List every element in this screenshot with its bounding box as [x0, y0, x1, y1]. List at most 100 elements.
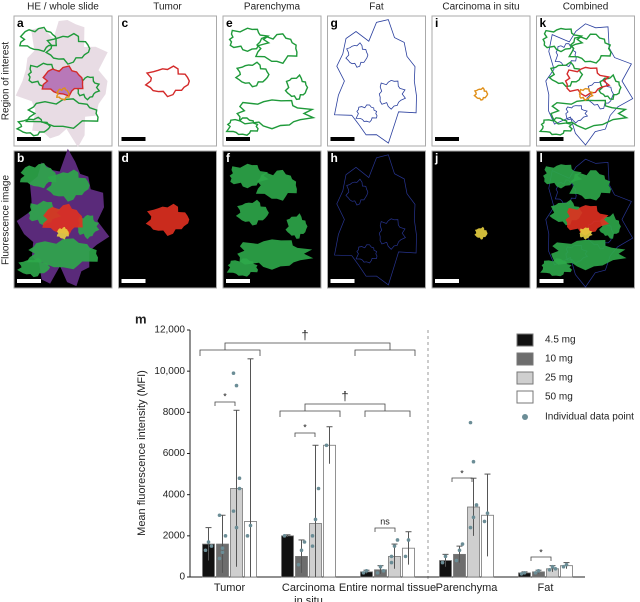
fluorescence: [235, 199, 269, 226]
data-point: [454, 558, 459, 563]
panel-letter: c: [122, 16, 129, 30]
bracket: [294, 432, 316, 437]
fluorescence: [17, 257, 51, 278]
roi-outline: [44, 32, 91, 65]
data-point: [282, 534, 287, 538]
bracket: [224, 342, 391, 350]
roi-outline: [225, 117, 259, 136]
fluorescence: [42, 203, 83, 236]
bracket: [354, 349, 416, 356]
roi-outline: [548, 61, 584, 88]
image-panel: [118, 15, 217, 147]
fluorescence: [255, 169, 297, 201]
column-title: Tumor: [153, 2, 182, 13]
fluorescence: [56, 226, 69, 240]
panel-letter: l: [540, 151, 543, 165]
data-point: [223, 534, 228, 538]
roi-outline: [538, 117, 573, 136]
annotation: ns: [380, 516, 390, 526]
data-point: [248, 523, 253, 528]
roi-outline: [567, 33, 612, 64]
x-tick-label: Fat: [537, 582, 554, 594]
roi-outline: [55, 87, 70, 101]
fluorescence: [569, 170, 611, 201]
data-point: [471, 515, 476, 520]
legend-label: 10 mg: [545, 354, 573, 365]
data-point: [316, 486, 321, 491]
panel-letter: g: [331, 16, 338, 30]
roi-outline: [578, 87, 594, 101]
data-point: [234, 525, 239, 530]
legend-swatch: [516, 390, 534, 404]
legend-swatch: [516, 371, 534, 385]
roi-outline: [284, 73, 309, 101]
roi-outline: [41, 65, 84, 97]
y-tick-label: 2000: [163, 530, 186, 541]
bracket: [304, 403, 386, 411]
bracket: [214, 401, 236, 406]
fluorescence: [565, 205, 610, 236]
legend-point: [522, 414, 528, 420]
data-point: [378, 564, 383, 569]
data-point: [310, 544, 315, 548]
panel-letter: m: [135, 311, 147, 326]
bracket: [451, 477, 473, 482]
y-tick-label: 6000: [163, 448, 186, 459]
data-point: [237, 476, 242, 481]
bracket: [199, 349, 261, 356]
data-point: [381, 569, 386, 573]
data-point: [547, 567, 552, 572]
fluorescence: [355, 244, 378, 264]
data-point: [460, 542, 465, 546]
panel-letter: e: [226, 16, 233, 30]
y-tick-label: 12,000: [154, 325, 185, 336]
fluorescence: [579, 227, 593, 240]
data-point: [364, 569, 369, 573]
panel-letter: k: [540, 16, 547, 30]
scale-bar: [17, 137, 41, 141]
data-point: [220, 546, 225, 550]
image-panel: [327, 150, 426, 289]
column-title: Parenchyma: [244, 2, 301, 13]
column-title: HE / whole slide: [27, 2, 99, 13]
legend-swatch: [516, 352, 534, 366]
x-tick-label: Parenchyma: [435, 582, 498, 594]
x-tick-label: Carcinoma in situ: [281, 582, 336, 602]
fluorescence: [19, 163, 57, 189]
fluorescence: [334, 154, 417, 286]
data-point: [299, 548, 304, 553]
fluorescence: [599, 213, 621, 239]
row-label: Fluorescence image: [1, 175, 12, 265]
data-point: [324, 443, 329, 448]
data-point: [302, 540, 307, 544]
data-point: [220, 550, 225, 555]
fluorescence: [26, 238, 98, 270]
roi-outline: [542, 27, 584, 53]
fluorescence: [285, 213, 308, 239]
data-point: [474, 503, 479, 507]
roi-outline: [228, 27, 271, 53]
data-point: [519, 572, 524, 576]
data-point: [443, 554, 448, 559]
data-point: [245, 534, 250, 538]
roi-outline: [236, 99, 316, 130]
annotation: *: [539, 547, 543, 557]
data-point: [395, 538, 400, 542]
data-point: [310, 534, 315, 538]
fluorescence: [46, 169, 90, 202]
roi-outline: [473, 86, 489, 101]
bar: [323, 444, 336, 578]
data-point: [406, 538, 411, 542]
y-axis-label: Mean fluorescence intensity (MFI): [136, 370, 148, 536]
roi-outline: [355, 104, 378, 123]
y-tick-label: 4000: [163, 489, 186, 500]
annotation: †: [341, 388, 348, 403]
scale-bar: [17, 279, 41, 283]
panel-letter: f: [226, 151, 231, 165]
data-point: [209, 544, 214, 548]
data-point: [550, 564, 555, 569]
roi-outline: [545, 23, 634, 146]
bar: [281, 535, 294, 578]
fluorescence: [551, 239, 627, 271]
